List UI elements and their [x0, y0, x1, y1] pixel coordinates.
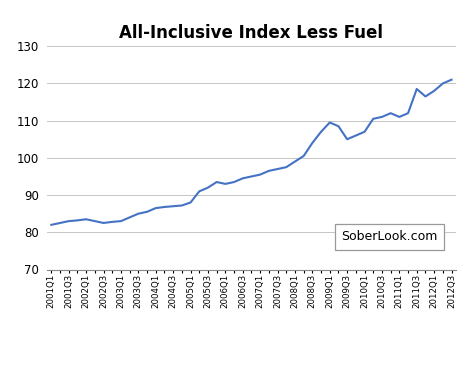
Text: SoberLook.com: SoberLook.com: [341, 231, 438, 243]
Title: All-Inclusive Index Less Fuel: All-Inclusive Index Less Fuel: [119, 24, 384, 42]
